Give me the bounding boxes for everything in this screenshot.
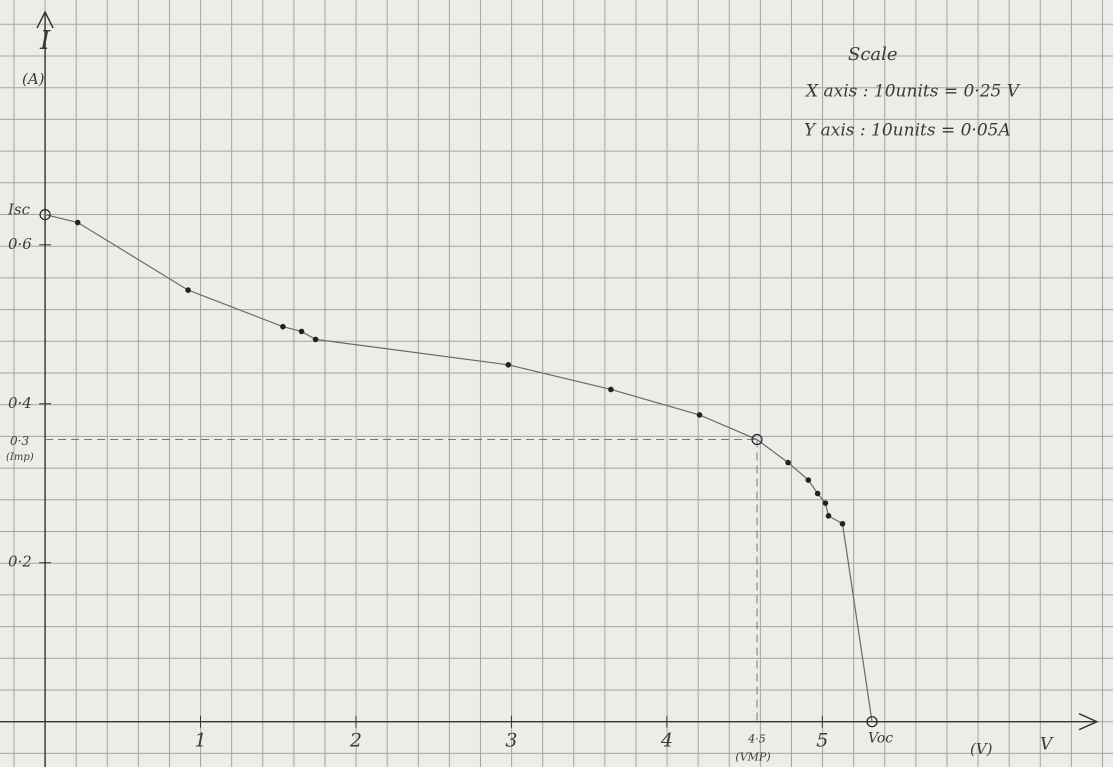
data-point <box>823 501 827 505</box>
scale-title: Scale <box>848 44 898 65</box>
scale-x: X axis : 10units = 0·25 V <box>804 82 1021 102</box>
y-tick-label: 0·6 <box>8 235 32 253</box>
isc-label: Isc <box>7 201 31 219</box>
data-point <box>313 337 317 341</box>
page: {"chart_data": { "type": "line", "y_axis… <box>0 0 1113 767</box>
data-point <box>815 491 819 495</box>
data-point <box>281 324 285 328</box>
data-point <box>697 413 701 417</box>
data-point <box>506 363 510 367</box>
y-tick-label: 0·2 <box>8 553 32 571</box>
graph-paper <box>0 0 1113 767</box>
data-point <box>786 460 790 464</box>
x-tick-label: 2 <box>349 730 362 752</box>
x-axis-label: V <box>1040 735 1054 755</box>
imp-label: (Imp) <box>6 452 34 463</box>
data-point <box>806 478 810 482</box>
chart: I (A) V (V) Scale X axis : 10units = 0·2… <box>0 0 1113 767</box>
data-point <box>840 522 844 526</box>
x-tick-label: 3 <box>505 730 517 752</box>
data-point <box>186 288 190 292</box>
vmp-label: (VMP) <box>735 751 770 764</box>
x-tick-label: 4 <box>660 730 673 752</box>
voc-label: Voc <box>868 731 893 747</box>
vmp-value: 4·5 <box>747 733 766 746</box>
data-point <box>76 220 80 224</box>
scale-y: Y axis : 10units = 0·05A <box>804 121 1011 141</box>
data-point <box>609 387 613 391</box>
x-axis-unit: (V) <box>970 740 993 758</box>
x-tick-label: 5 <box>816 730 828 752</box>
data-point <box>299 329 303 333</box>
x-tick-label: 1 <box>194 730 206 752</box>
y-tick-label: 0·4 <box>8 394 32 412</box>
data-point <box>826 514 830 518</box>
y-axis-unit: (A) <box>22 70 45 88</box>
imp-value: 0·3 <box>10 434 29 448</box>
